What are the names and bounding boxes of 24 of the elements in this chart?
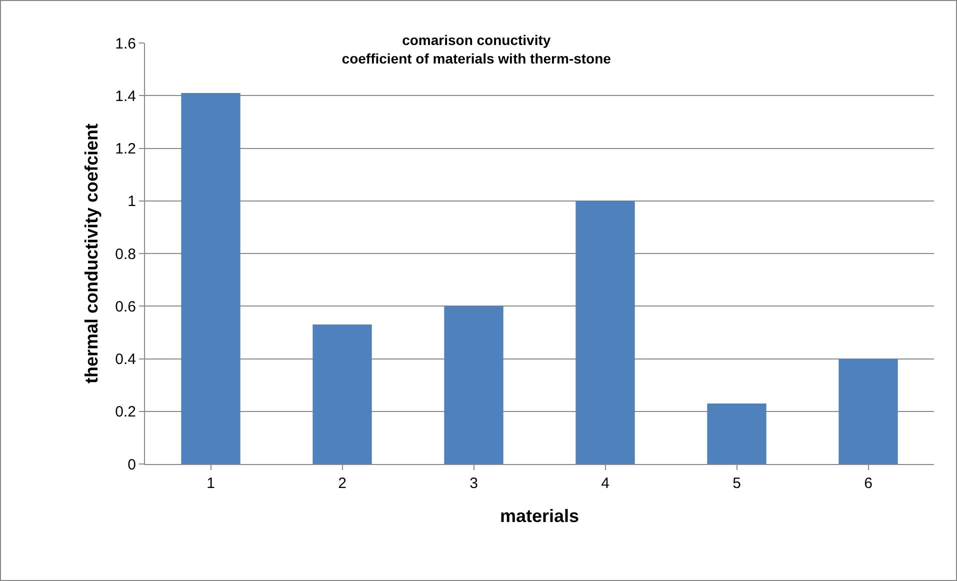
bar <box>576 200 635 464</box>
y-tick-label: 1 <box>128 193 136 210</box>
bar <box>707 403 766 464</box>
x-tick-label: 2 <box>338 475 346 492</box>
y-tick-label: 0 <box>128 456 136 474</box>
y-tick-label: 0.6 <box>115 298 136 316</box>
x-tick-label: 3 <box>470 475 478 492</box>
x-tick-label: 4 <box>601 475 610 492</box>
y-axis-title: thermal conductivity coefcient <box>81 123 102 384</box>
bar <box>312 324 372 464</box>
x-tick-label: 5 <box>732 475 741 492</box>
y-tick-label: 1.6 <box>115 35 136 52</box>
bar <box>838 358 898 464</box>
x-tick-label: 1 <box>206 475 215 492</box>
chart-title: comarison conuctivity coefficient of materials with therm-stone <box>342 32 612 66</box>
x-tick-label: 6 <box>864 475 872 492</box>
y-tick-label: 1.4 <box>115 88 136 105</box>
y-tick-label: 0.8 <box>115 246 136 263</box>
y-tick-label: 0.4 <box>115 351 136 368</box>
bar <box>181 92 240 464</box>
y-tick-label: 0.2 <box>115 404 136 421</box>
bar <box>444 306 504 464</box>
x-axis-title: materials <box>500 506 580 526</box>
y-tick-label: 1.2 <box>115 140 136 158</box>
